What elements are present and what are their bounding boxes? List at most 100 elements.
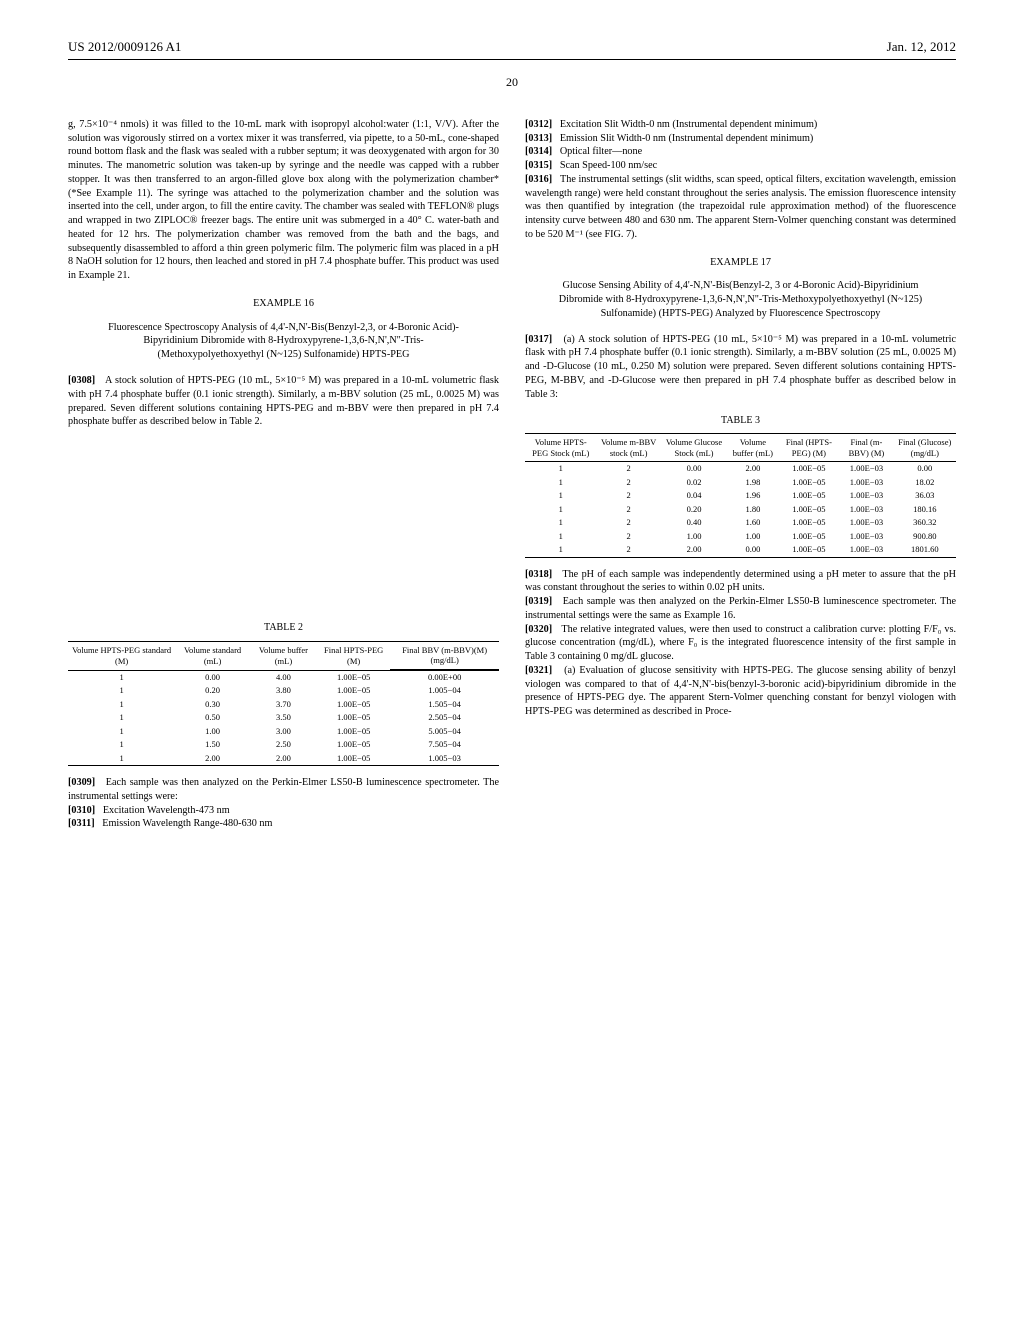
table-cell: 0.04 xyxy=(661,489,727,502)
para-text: Scan Speed-100 nm/sec xyxy=(560,160,657,171)
right-column: [0312] Excitation Slit Width-0 nm (Instr… xyxy=(525,118,956,831)
table-cell: 1.00E−05 xyxy=(779,503,840,516)
table-cell: 2 xyxy=(596,516,660,529)
table-row: 10.004.001.00E−050.00E+00 xyxy=(68,670,499,684)
para-number: [0308] xyxy=(68,375,95,386)
table-cell: 1 xyxy=(68,738,175,751)
body-text: [0316] The instrumental settings (slit w… xyxy=(525,173,956,242)
para-number: [0314] xyxy=(525,146,552,157)
table-cell: 1.00E−05 xyxy=(779,543,840,557)
table-cell: 2 xyxy=(596,503,660,516)
table-row: 11.003.001.00E−055.005−04 xyxy=(68,725,499,738)
para-text: Each sample was then analyzed on the Per… xyxy=(68,777,499,802)
para-number: [0320] xyxy=(525,624,552,635)
table-cell: 1.005−03 xyxy=(390,752,499,766)
table-cell: 360.32 xyxy=(894,516,956,529)
table-cell: 2 xyxy=(596,462,660,476)
table-row: 120.002.001.00E−051.00E−030.00 xyxy=(525,462,956,476)
body-text: [0319] Each sample was then analyzed on … xyxy=(525,595,956,623)
para-text: Each sample was then analyzed on the Per… xyxy=(525,596,956,621)
table-cell: 7.505−04 xyxy=(390,738,499,751)
header-rule xyxy=(68,59,956,60)
para-number: [0318] xyxy=(525,569,552,580)
table-row: 12.002.001.00E−051.005−03 xyxy=(68,752,499,766)
table-cell: 1 xyxy=(525,516,596,529)
table-cell: 2.00 xyxy=(727,462,778,476)
table-label: TABLE 2 xyxy=(68,621,499,635)
table-cell: 1 xyxy=(525,503,596,516)
table-cell: 5.005−04 xyxy=(390,725,499,738)
table-header: Volume m-BBV stock (mL) xyxy=(596,434,660,462)
example-title: Fluorescence Spectroscopy Analysis of 4,… xyxy=(96,321,471,362)
body-text: [0309] Each sample was then analyzed on … xyxy=(68,776,499,804)
body-text: [0308] A stock solution of HPTS-PEG (10 … xyxy=(68,374,499,429)
table-cell: 1.60 xyxy=(727,516,778,529)
table-cell: 1 xyxy=(525,543,596,557)
patent-date: Jan. 12, 2012 xyxy=(887,38,956,56)
table-cell: 1.005−04 xyxy=(390,684,499,697)
body-text: [0315] Scan Speed-100 nm/sec xyxy=(525,159,956,173)
para-text: Optical filter—none xyxy=(560,146,642,157)
para-number: [0313] xyxy=(525,133,552,144)
table-cell: 0.20 xyxy=(175,684,250,697)
table-cell: 3.70 xyxy=(250,698,317,711)
table-row: 120.041.961.00E−051.00E−0336.03 xyxy=(525,489,956,502)
table-cell: 1.00 xyxy=(661,530,727,543)
table-cell: 1.00 xyxy=(727,530,778,543)
example-label: EXAMPLE 16 xyxy=(68,297,499,311)
table-cell: 1.80 xyxy=(727,503,778,516)
table-cell: 0.00E+00 xyxy=(390,670,499,684)
table-cell: 1.00E−03 xyxy=(839,516,893,529)
para-text: The pH of each sample was independently … xyxy=(525,569,956,594)
table-cell: 1 xyxy=(68,711,175,724)
table-cell: 0.20 xyxy=(661,503,727,516)
table-cell: 900.80 xyxy=(894,530,956,543)
para-number: [0317] xyxy=(525,334,552,345)
table-cell: 2 xyxy=(596,543,660,557)
body-text: [0313] Emission Slit Width-0 nm (Instrum… xyxy=(525,132,956,146)
table-cell: 1.00E−05 xyxy=(779,516,840,529)
table-cell: 1.00E−05 xyxy=(317,698,390,711)
table-2: Volume HPTS-PEG standard (M) Volume stan… xyxy=(68,641,499,767)
table-cell: 2.00 xyxy=(250,752,317,766)
para-number: [0311] xyxy=(68,818,95,829)
table-cell: 1.98 xyxy=(727,476,778,489)
table-cell: 1.00 xyxy=(175,725,250,738)
table-cell: 2.00 xyxy=(175,752,250,766)
example-title: Glucose Sensing Ability of 4,4'-N,N'-Bis… xyxy=(553,279,928,320)
body-text: [0311] Emission Wavelength Range-480-630… xyxy=(68,817,499,831)
table-cell: 1 xyxy=(68,684,175,697)
table-cell: 1.00E−05 xyxy=(317,670,390,684)
page-header: US 2012/0009126 A1 Jan. 12, 2012 xyxy=(68,38,956,56)
table-cell: 1 xyxy=(525,489,596,502)
table-cell: 1.00E−05 xyxy=(779,489,840,502)
body-text: [0320] The relative integrated values, w… xyxy=(525,623,956,664)
example-label: EXAMPLE 17 xyxy=(525,256,956,270)
table-cell: 1.00E−05 xyxy=(317,711,390,724)
para-text: (a) A stock solution of HPTS-PEG (10 mL,… xyxy=(525,334,956,400)
table-cell: 0.00 xyxy=(727,543,778,557)
para-text: The relative integrated values, were the… xyxy=(525,624,956,663)
table-cell: 1.00E−03 xyxy=(839,462,893,476)
layout-spacer xyxy=(68,429,499,609)
table-cell: 0.02 xyxy=(661,476,727,489)
para-text: Emission Slit Width-0 nm (Instrumental d… xyxy=(560,133,814,144)
body-text: [0312] Excitation Slit Width-0 nm (Instr… xyxy=(525,118,956,132)
table-row: 121.001.001.00E−051.00E−03900.80 xyxy=(525,530,956,543)
table-row: 11.502.501.00E−057.505−04 xyxy=(68,738,499,751)
para-text: The instrumental settings (slit widths, … xyxy=(525,174,956,240)
para-number: [0316] xyxy=(525,174,552,185)
table-header: Volume HPTS-PEG Stock (mL) xyxy=(525,434,596,462)
table-cell: 0.40 xyxy=(661,516,727,529)
table-row: 10.203.801.00E−051.005−04 xyxy=(68,684,499,697)
table-cell: 3.80 xyxy=(250,684,317,697)
para-text: Emission Wavelength Range-480-630 nm xyxy=(102,818,272,829)
table-cell: 1.00E−05 xyxy=(779,462,840,476)
table-cell: 18.02 xyxy=(894,476,956,489)
body-text: [0317] (a) A stock solution of HPTS-PEG … xyxy=(525,333,956,402)
para-number: [0319] xyxy=(525,596,552,607)
body-text: [0310] Excitation Wavelength-473 nm xyxy=(68,804,499,818)
table-cell: 180.16 xyxy=(894,503,956,516)
table-header: Final BBV (m-BBV)(M) (mg/dL) xyxy=(390,641,499,669)
table-row: Volume HPTS-PEG Stock (mL) Volume m-BBV … xyxy=(525,434,956,462)
